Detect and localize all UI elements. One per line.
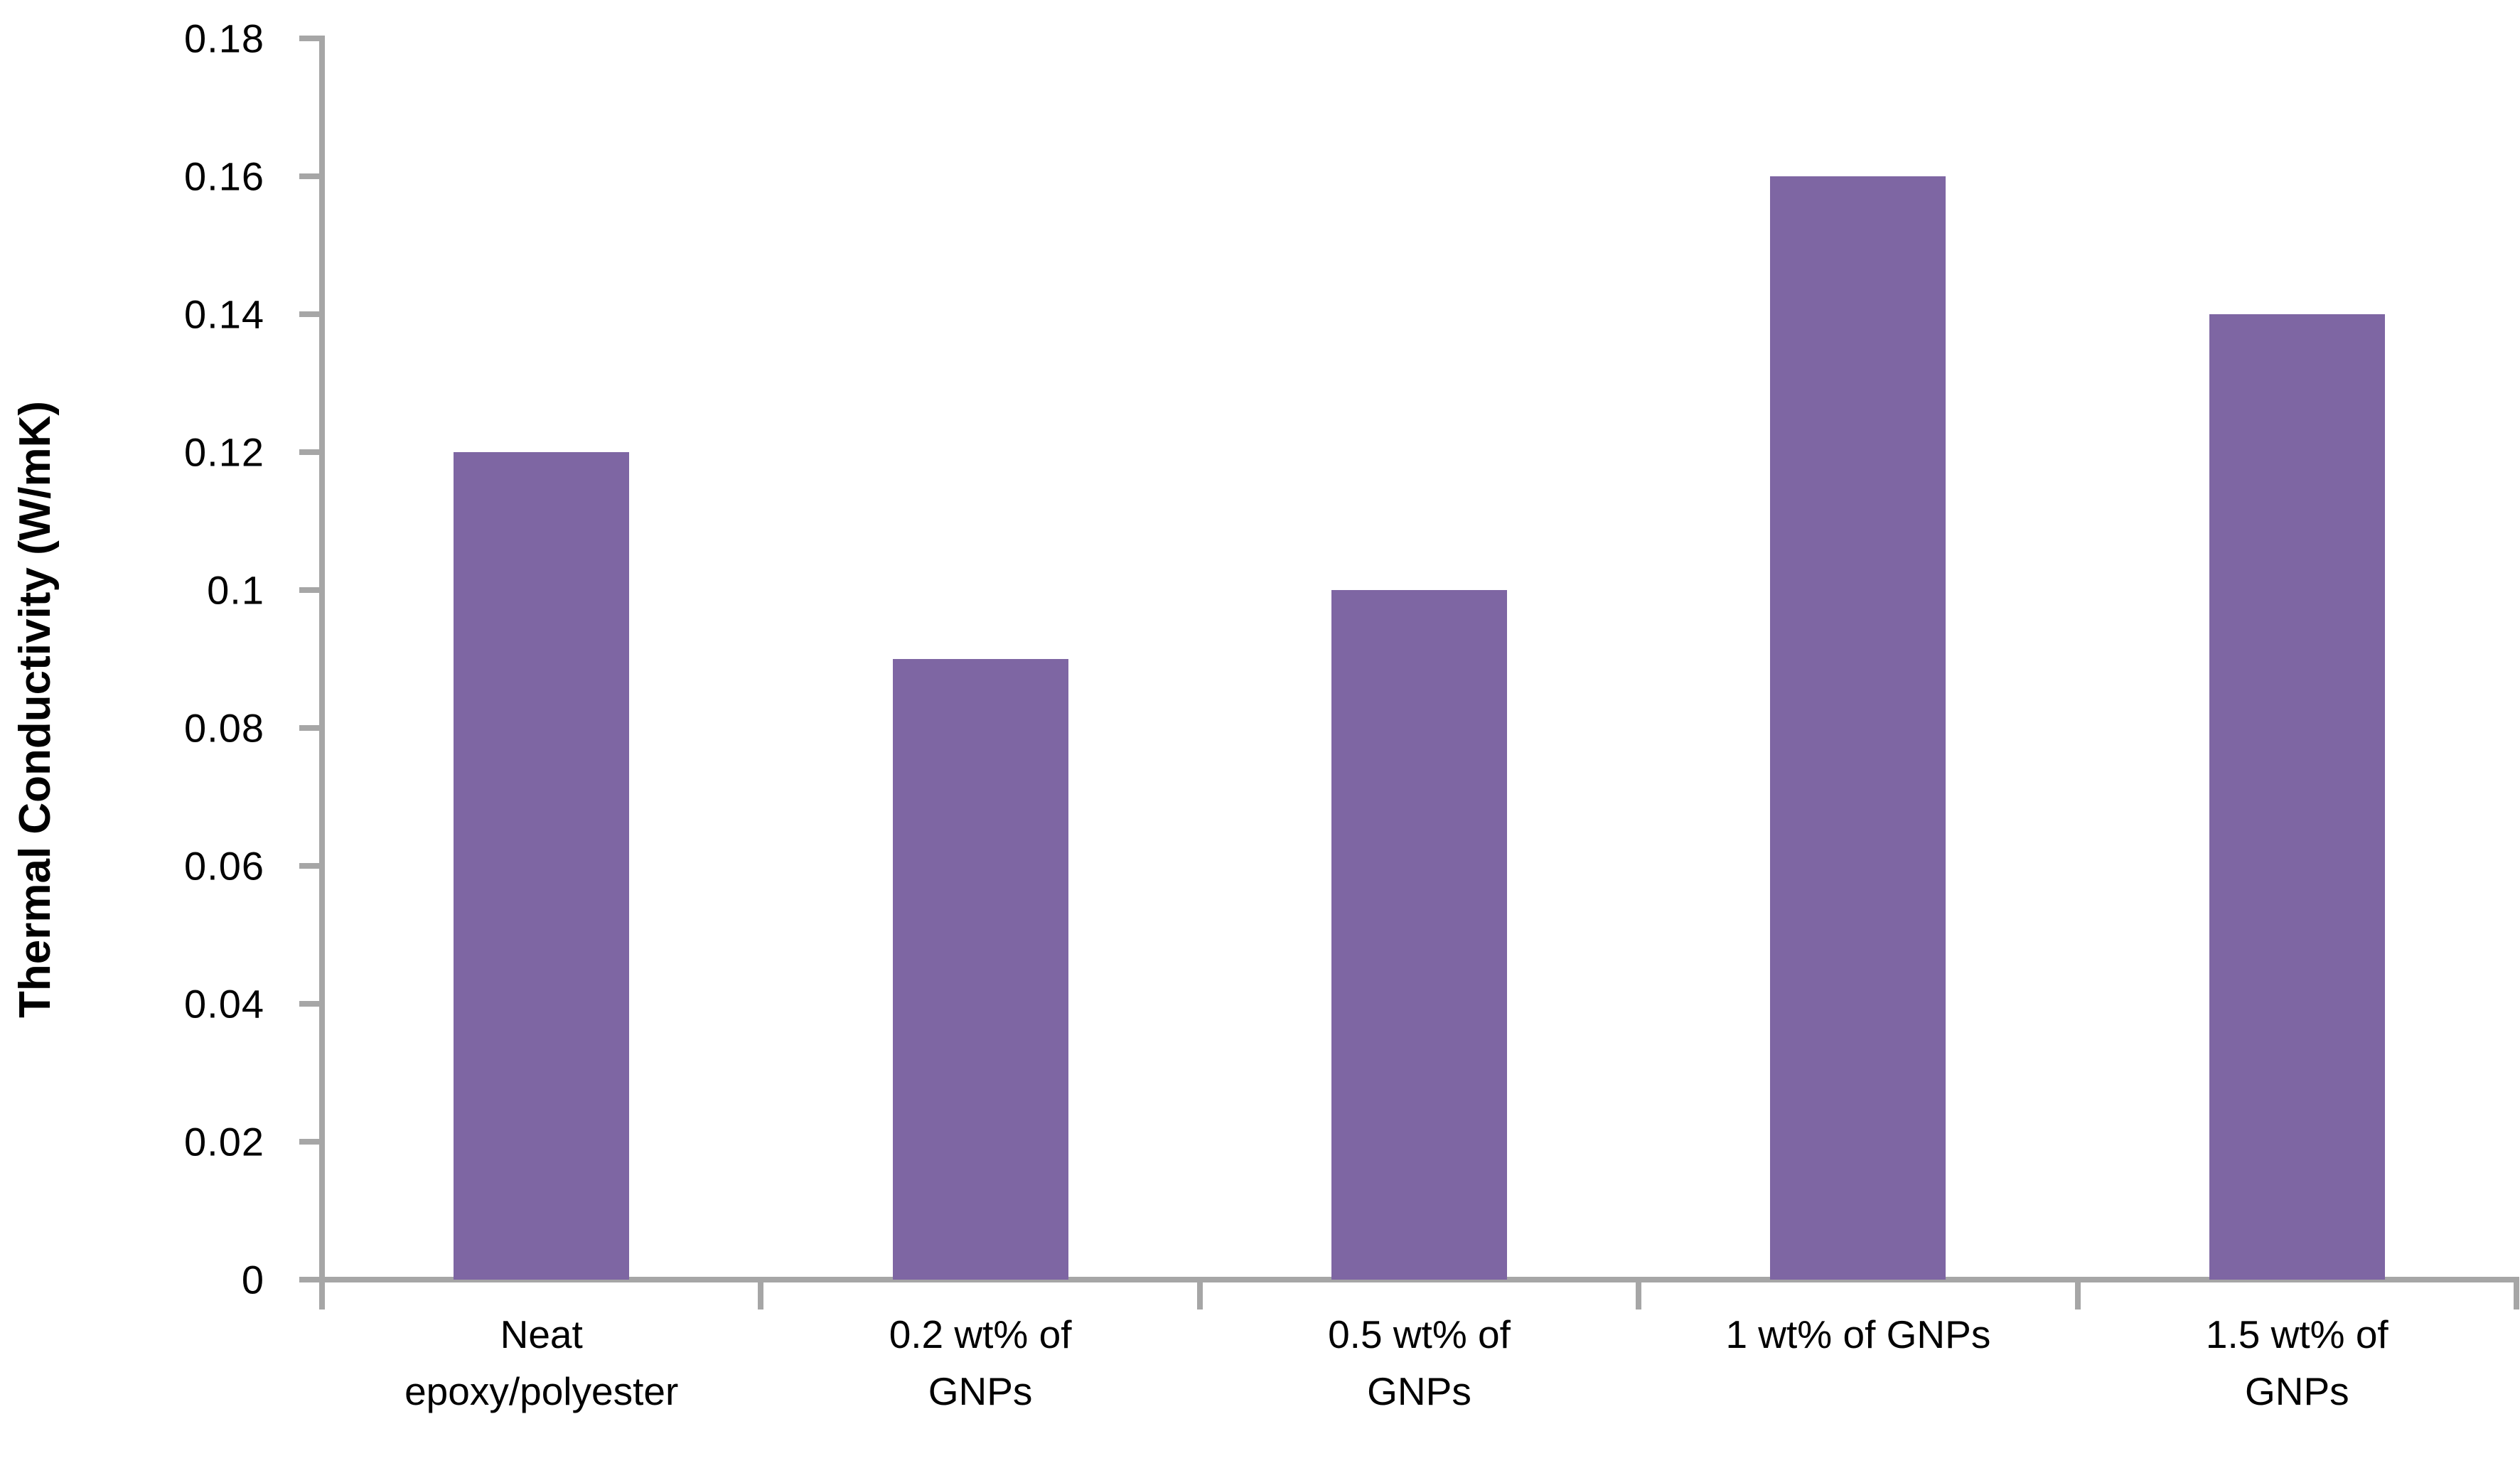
y-axis-tick-label: 0.12 bbox=[184, 429, 264, 475]
x-axis-tick bbox=[758, 1280, 764, 1309]
x-axis-tick bbox=[319, 1280, 325, 1309]
y-axis-tick bbox=[299, 1277, 319, 1282]
bar bbox=[1770, 176, 1946, 1280]
y-axis-tick-label: 0.02 bbox=[184, 1119, 264, 1164]
x-axis-tick bbox=[2074, 1280, 2081, 1309]
y-axis-tick bbox=[299, 1139, 319, 1145]
bar bbox=[892, 659, 1068, 1280]
y-axis-tick bbox=[299, 449, 319, 455]
y-axis-tick-label: 0.04 bbox=[184, 981, 264, 1027]
y-axis-tick bbox=[299, 863, 319, 869]
y-axis-tick-label: 0.14 bbox=[184, 291, 264, 337]
y-axis-tick bbox=[299, 725, 319, 731]
y-axis-line bbox=[319, 36, 325, 1282]
y-axis-tick-label: 0.1 bbox=[207, 567, 264, 613]
x-axis-category-label: 1.5 wt% of GNPs bbox=[2205, 1312, 2388, 1413]
bar bbox=[2209, 314, 2385, 1280]
bar bbox=[454, 452, 630, 1280]
x-axis-category-label: 0.5 wt% of GNPs bbox=[1328, 1312, 1511, 1413]
y-axis-tick bbox=[299, 36, 319, 41]
x-axis-tick bbox=[1196, 1280, 1203, 1309]
bar bbox=[1331, 590, 1507, 1280]
y-axis-tick bbox=[299, 311, 319, 317]
y-axis-tick-label: 0.08 bbox=[184, 705, 264, 751]
x-axis-category-label: 0.2 wt% of GNPs bbox=[889, 1312, 1072, 1413]
y-axis-tick bbox=[299, 1001, 319, 1007]
x-axis-category-label: 1 wt% of GNPs bbox=[1725, 1312, 1991, 1356]
x-axis-tick bbox=[2514, 1280, 2519, 1309]
y-axis-tick-label: 0.16 bbox=[184, 154, 264, 199]
y-axis-tick-label: 0.06 bbox=[184, 843, 264, 889]
x-axis-line bbox=[319, 1277, 2519, 1282]
y-axis-tick-label: 0 bbox=[241, 1257, 264, 1302]
x-axis-category-label: Neat epoxy/polyester bbox=[404, 1312, 679, 1413]
y-axis-tick bbox=[299, 587, 319, 593]
y-axis-tick bbox=[299, 173, 319, 179]
x-axis-tick bbox=[1636, 1280, 1642, 1309]
y-axis-tick-label: 0.18 bbox=[184, 16, 264, 61]
